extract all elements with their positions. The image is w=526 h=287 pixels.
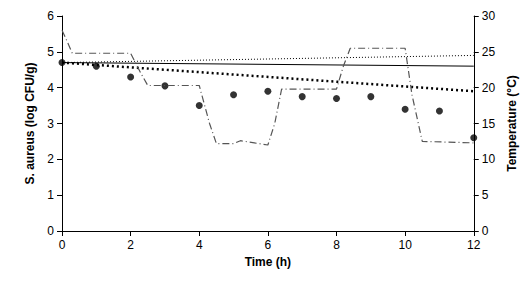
svg-text:2: 2 <box>127 238 134 252</box>
svg-text:25: 25 <box>482 45 496 59</box>
svg-text:5: 5 <box>47 45 54 59</box>
svg-text:0: 0 <box>47 224 54 238</box>
svg-text:1: 1 <box>47 188 54 202</box>
svg-text:0: 0 <box>482 224 489 238</box>
svg-text:Temperature (°C): Temperature (°C) <box>505 75 519 172</box>
svg-text:Time (h): Time (h) <box>245 255 291 269</box>
svg-text:6: 6 <box>47 9 54 23</box>
svg-text:5: 5 <box>482 188 489 202</box>
svg-text:0: 0 <box>59 238 66 252</box>
svg-text:6: 6 <box>265 238 272 252</box>
svg-text:4: 4 <box>47 81 54 95</box>
svg-text:S. aureus (log CFU/g): S. aureus (log CFU/g) <box>23 62 37 184</box>
svg-text:12: 12 <box>467 238 481 252</box>
svg-text:20: 20 <box>482 81 496 95</box>
svg-text:15: 15 <box>482 117 496 131</box>
svg-text:3: 3 <box>47 117 54 131</box>
svg-text:4: 4 <box>196 238 203 252</box>
svg-text:2: 2 <box>47 152 54 166</box>
svg-text:10: 10 <box>398 238 412 252</box>
svg-text:30: 30 <box>482 9 496 23</box>
svg-text:10: 10 <box>482 152 496 166</box>
svg-text:8: 8 <box>333 238 340 252</box>
